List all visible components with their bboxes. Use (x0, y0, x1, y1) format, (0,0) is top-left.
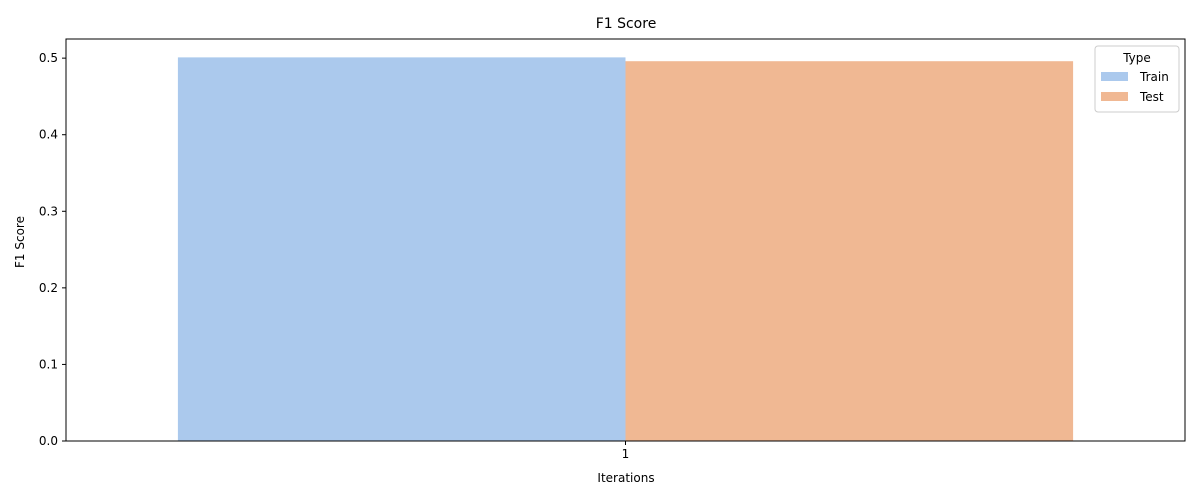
x-axis-label: Iterations (597, 471, 654, 485)
plot-frame (65, 38, 1186, 442)
legend: Type Train Test (1094, 45, 1180, 113)
x-tick-label-0: 1 (622, 447, 630, 461)
bar-train-0 (177, 57, 626, 442)
y-tick-label-2: 0.2 (39, 281, 58, 295)
y-tick-label-1: 0.1 (39, 357, 58, 371)
legend-swatch-train (1101, 72, 1128, 81)
y-tick-label-3: 0.3 (39, 204, 58, 218)
legend-swatch-test (1101, 92, 1128, 101)
y-tick-label-5: 0.5 (39, 51, 58, 65)
y-axis-label: F1 Score (13, 216, 27, 268)
legend-label-train: Train (1139, 70, 1169, 84)
legend-title: Type (1122, 51, 1151, 65)
legend-label-test: Test (1139, 90, 1164, 104)
chart-title: F1 Score (596, 16, 657, 32)
bar-test-0 (625, 61, 1074, 441)
y-tick-label-0: 0.0 (39, 434, 58, 448)
plot-area: 1 0.0 0.1 0.2 0.3 0.4 0.5 (39, 38, 1186, 461)
y-tick-label-4: 0.4 (39, 128, 58, 142)
